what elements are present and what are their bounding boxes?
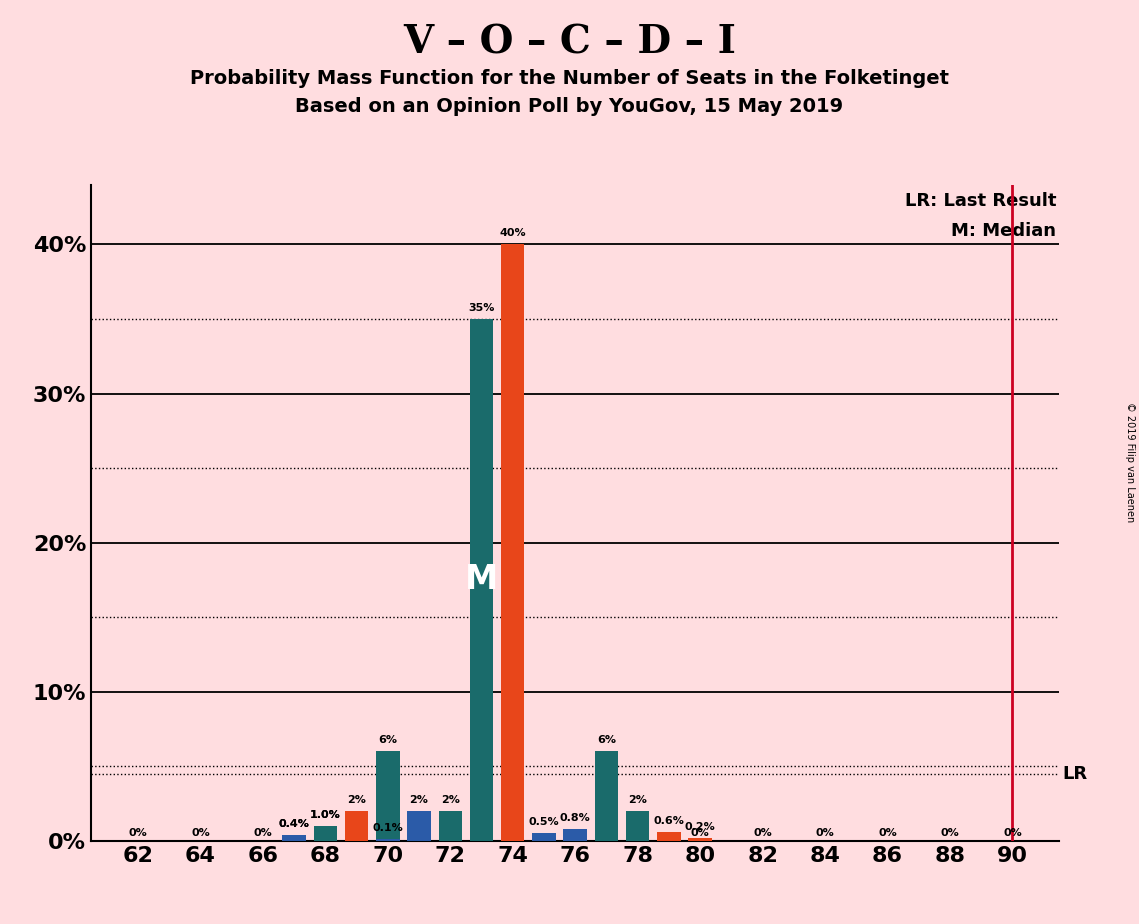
Text: 0.4%: 0.4% [279, 819, 310, 829]
Text: 1.0%: 1.0% [310, 810, 341, 820]
Text: 0.2%: 0.2% [685, 821, 715, 832]
Text: 0.1%: 0.1% [372, 823, 403, 833]
Text: 0%: 0% [254, 828, 272, 838]
Text: 6%: 6% [378, 736, 398, 746]
Bar [282, 835, 306, 841]
Text: M: M [465, 564, 498, 596]
Bar [595, 751, 618, 841]
Text: 2%: 2% [347, 795, 366, 805]
Text: 0%: 0% [129, 828, 147, 838]
Bar [345, 811, 368, 841]
Text: 0.8%: 0.8% [560, 813, 590, 823]
Bar [469, 319, 493, 841]
Text: 40%: 40% [499, 228, 526, 238]
Text: 2%: 2% [629, 795, 647, 805]
Text: 0%: 0% [878, 828, 896, 838]
Text: 0%: 0% [941, 828, 959, 838]
Bar [564, 829, 587, 841]
Text: © 2019 Filip van Laenen: © 2019 Filip van Laenen [1125, 402, 1134, 522]
Text: 0%: 0% [753, 828, 772, 838]
Text: V – O – C – D – I: V – O – C – D – I [403, 23, 736, 61]
Text: 35%: 35% [468, 303, 494, 313]
Bar [408, 811, 431, 841]
Text: 0.4%: 0.4% [279, 819, 310, 829]
Text: 0%: 0% [1003, 828, 1022, 838]
Bar [532, 833, 556, 841]
Bar [313, 826, 337, 841]
Bar [688, 838, 712, 841]
Text: 0%: 0% [690, 828, 710, 838]
Text: 2%: 2% [410, 795, 428, 805]
Bar [501, 245, 524, 841]
Text: LR: LR [1063, 765, 1088, 783]
Text: 6%: 6% [597, 736, 616, 746]
Text: 1.0%: 1.0% [310, 810, 341, 820]
Text: 0.6%: 0.6% [654, 816, 685, 826]
Text: Based on an Opinion Poll by YouGov, 15 May 2019: Based on an Opinion Poll by YouGov, 15 M… [295, 97, 844, 116]
Bar [376, 839, 400, 841]
Text: 2%: 2% [441, 795, 460, 805]
Text: 0.5%: 0.5% [528, 818, 559, 827]
Bar [439, 811, 462, 841]
Text: LR: Last Result: LR: Last Result [904, 192, 1056, 211]
Text: 0%: 0% [191, 828, 210, 838]
Text: 0%: 0% [816, 828, 835, 838]
Bar [657, 832, 681, 841]
Text: M: Median: M: Median [951, 222, 1056, 240]
Bar [376, 751, 400, 841]
Text: Probability Mass Function for the Number of Seats in the Folketinget: Probability Mass Function for the Number… [190, 69, 949, 89]
Bar [626, 811, 649, 841]
